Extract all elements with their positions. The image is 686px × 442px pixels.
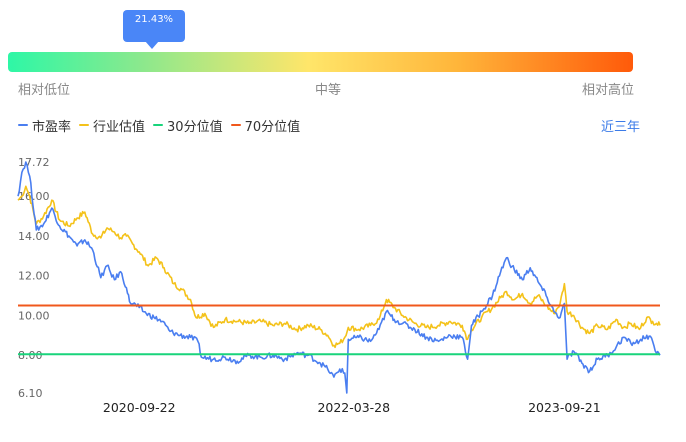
percentile-label: 21.43% bbox=[134, 14, 174, 25]
legend-swatch-p30 bbox=[153, 124, 164, 126]
legend-label-p70: 70分位值 bbox=[244, 119, 301, 135]
legend-label-industry: 行业估值 bbox=[93, 119, 146, 135]
x-tick-label: 2023-09-21 bbox=[528, 400, 601, 415]
x-tick-label: 2022-03-28 bbox=[317, 400, 390, 415]
reference-lines bbox=[18, 304, 660, 356]
gauge-label-mid: 中等 bbox=[315, 83, 342, 98]
y-tick-label: 6.10 bbox=[18, 387, 43, 400]
legend-item-p70[interactable]: 70分位值 bbox=[230, 116, 301, 135]
legend-label-p30: 30分位值 bbox=[167, 119, 223, 135]
y-tick-label: 12.00 bbox=[18, 270, 50, 283]
series-line-industry bbox=[17, 185, 661, 349]
y-tick-label: 10.00 bbox=[18, 309, 50, 322]
y-tick-label: 14.00 bbox=[18, 230, 50, 243]
y-tick-label: 17.72 bbox=[18, 156, 50, 169]
legend-swatch-industry bbox=[79, 124, 90, 126]
legend-item-p30[interactable]: 30分位值 bbox=[153, 116, 223, 135]
gauge-label-high: 相对高位 bbox=[582, 83, 635, 98]
chart-legend: 市盈率 行业估值 30分位值 70分位值 bbox=[18, 116, 308, 135]
y-axis-ticks: 17.72 16.00 14.00 12.00 10.00 8.00 6.10 bbox=[18, 156, 50, 400]
legend-item-pe[interactable]: 市盈率 bbox=[18, 116, 71, 135]
valuation-gauge-bar bbox=[8, 52, 633, 72]
x-tick-label: 2020-09-22 bbox=[103, 400, 176, 415]
gauge-label-low: 相对低位 bbox=[18, 83, 71, 98]
x-axis-ticks: 2020-09-22 2022-03-28 2023-09-21 bbox=[103, 400, 601, 415]
y-tick-label: 8.00 bbox=[18, 349, 43, 362]
legend-swatch-pe bbox=[18, 124, 28, 126]
legend-swatch-p70 bbox=[230, 124, 241, 126]
legend-label-pe: 市盈率 bbox=[32, 119, 72, 135]
series-line-pe bbox=[17, 161, 661, 394]
legend-item-industry[interactable]: 行业估值 bbox=[79, 116, 145, 135]
percentile-tooltip: 21.43% bbox=[123, 10, 185, 49]
y-tick-label: 16.00 bbox=[18, 190, 50, 203]
range-selector-three-years[interactable]: 近三年 bbox=[600, 120, 640, 135]
series-layer bbox=[17, 161, 661, 394]
